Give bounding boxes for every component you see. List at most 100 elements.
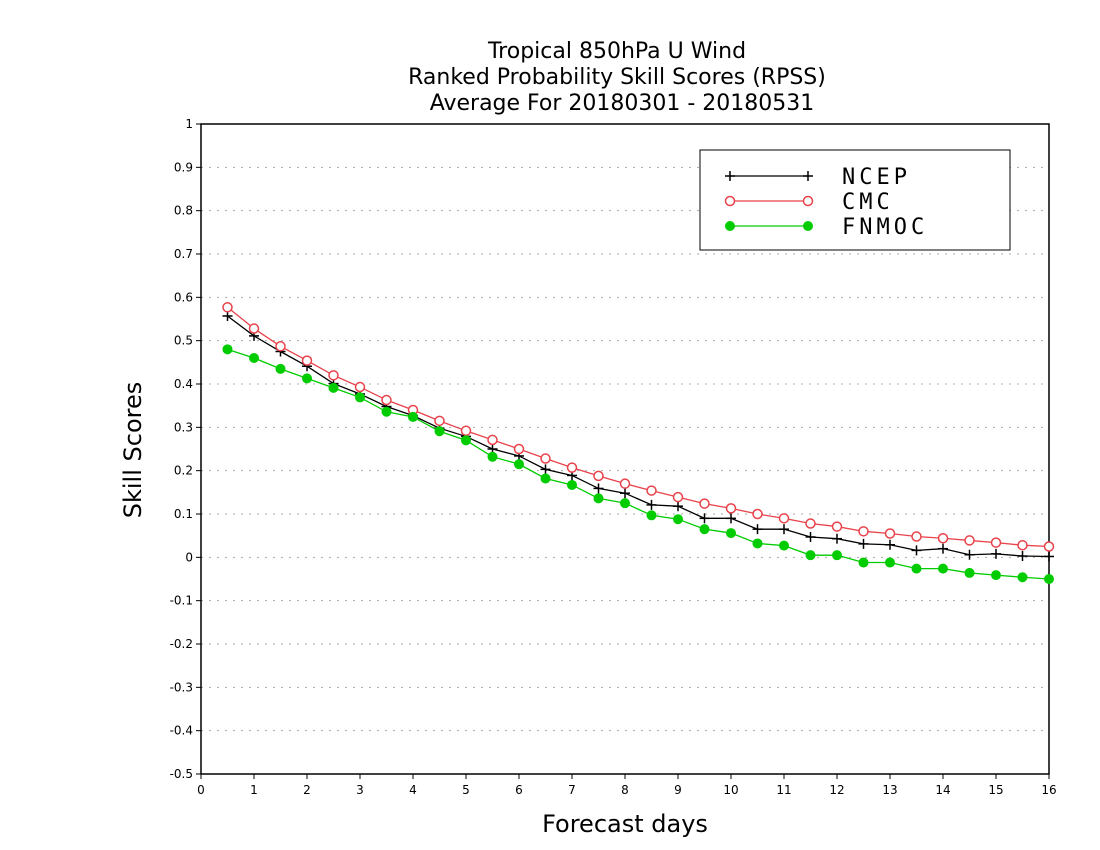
ncep-line [227, 315, 1050, 558]
cmc-point [513, 443, 525, 455]
ncep-point [620, 488, 630, 499]
ncep-point [858, 538, 869, 549]
x-tick-label: 14 [935, 783, 950, 797]
cmc-point [937, 533, 949, 544]
y-tick-label: 0.9 [174, 160, 193, 174]
fnmoc-point [1044, 574, 1054, 584]
fnmoc-line [227, 348, 1050, 580]
fnmoc-point [911, 563, 922, 574]
fnmoc-point [381, 406, 392, 417]
y-tick-label: 0.5 [174, 334, 193, 348]
ncep-point [540, 464, 551, 475]
cmc-point [593, 470, 604, 482]
cmc-point [540, 453, 551, 464]
fnmoc-point [726, 528, 736, 539]
cmc-point [805, 518, 816, 529]
fnmoc-point [461, 435, 471, 446]
fnmoc-point [275, 363, 286, 374]
title-line-3: Average For 20180301 - 20180531 [430, 91, 815, 116]
cmc-point [831, 521, 843, 532]
fnmoc-point [964, 567, 975, 578]
ncep-point [964, 549, 975, 560]
y-tick-label: 0.7 [174, 247, 193, 261]
fnmoc-point [434, 426, 445, 437]
ncep-point [646, 499, 657, 510]
ncep-point [222, 310, 233, 321]
legend-box [699, 149, 1011, 251]
ncep-point [593, 483, 604, 494]
chart-title: Tropical 850hPa U Wind Ranked Probabilit… [408, 39, 826, 116]
fnmoc-point [832, 550, 842, 561]
cmc-point [328, 370, 339, 381]
ncep-point [752, 524, 763, 535]
cmc-point [752, 508, 763, 520]
fnmoc-point [355, 392, 365, 403]
fnmoc-point [567, 479, 577, 490]
x-tick-label: 1 [250, 783, 258, 797]
x-tick-label: 2 [303, 783, 311, 797]
x-tick-label: 8 [621, 783, 629, 797]
plot-frame [200, 123, 1050, 775]
ncep-point [1044, 551, 1054, 562]
legend-marker-ncep [725, 171, 735, 181]
fnmoc-point [938, 563, 948, 574]
y-tick-label: 0.4 [174, 377, 193, 391]
legend-marker-ncep [803, 171, 813, 181]
cmc-point [884, 528, 896, 539]
cmc-point [487, 434, 498, 446]
fnmoc-point [593, 493, 604, 504]
x-tick-label: 12 [829, 783, 844, 797]
fnmoc-point [805, 550, 816, 561]
series-fnmoc [222, 344, 1054, 584]
ncep-point [1017, 551, 1028, 562]
cmc-line [227, 306, 1050, 548]
fnmoc-point [328, 382, 339, 393]
y-tick-label: 0.2 [174, 464, 193, 478]
ncep-point [832, 533, 842, 544]
y-tick-label: -0.4 [170, 724, 193, 738]
cmc-point [725, 503, 737, 514]
y-tick-label: 0 [185, 550, 193, 564]
x-tick-label: 0 [197, 783, 205, 797]
fnmoc-point [487, 451, 498, 462]
grid-lines [201, 166, 1049, 732]
fnmoc-point [752, 538, 763, 549]
x-tick-label: 3 [356, 783, 364, 797]
legend-marker-cmc [724, 195, 736, 207]
cmc-point [275, 341, 286, 352]
cmc-point [672, 491, 684, 503]
fnmoc-point [302, 373, 312, 384]
legend-label-ncep: NCEP [842, 165, 911, 190]
cmc-point [354, 381, 366, 393]
fnmoc-point [1017, 572, 1028, 583]
ncep-point [779, 524, 789, 535]
ncep-point [938, 543, 948, 554]
fnmoc-point [222, 344, 233, 355]
fnmoc-point [514, 459, 524, 470]
cmc-point [222, 302, 233, 313]
cmc-point [646, 485, 657, 496]
y-tick-label: 0.8 [174, 204, 193, 218]
legend-marker-cmc [802, 195, 814, 207]
x-tick-label: 5 [462, 783, 470, 797]
x-tick-label: 4 [409, 783, 417, 797]
series-ncep [222, 310, 1054, 562]
x-tick-label: 6 [515, 783, 523, 797]
fnmoc-point [885, 557, 895, 568]
fnmoc-point [620, 498, 630, 509]
cmc-point [778, 513, 790, 524]
cmc-point [301, 355, 313, 366]
fnmoc-point [673, 514, 683, 525]
fnmoc-point [540, 473, 551, 484]
fnmoc-point [646, 510, 657, 521]
y-axis-label: Skill Scores [119, 382, 147, 519]
x-axis-label: Forecast days [542, 810, 708, 838]
fnmoc-point [408, 411, 418, 422]
x-tick-label: 9 [674, 783, 682, 797]
ncep-point [911, 545, 922, 556]
fnmoc-point [858, 557, 869, 568]
cmc-point [434, 415, 445, 427]
cmc-point [619, 478, 631, 489]
